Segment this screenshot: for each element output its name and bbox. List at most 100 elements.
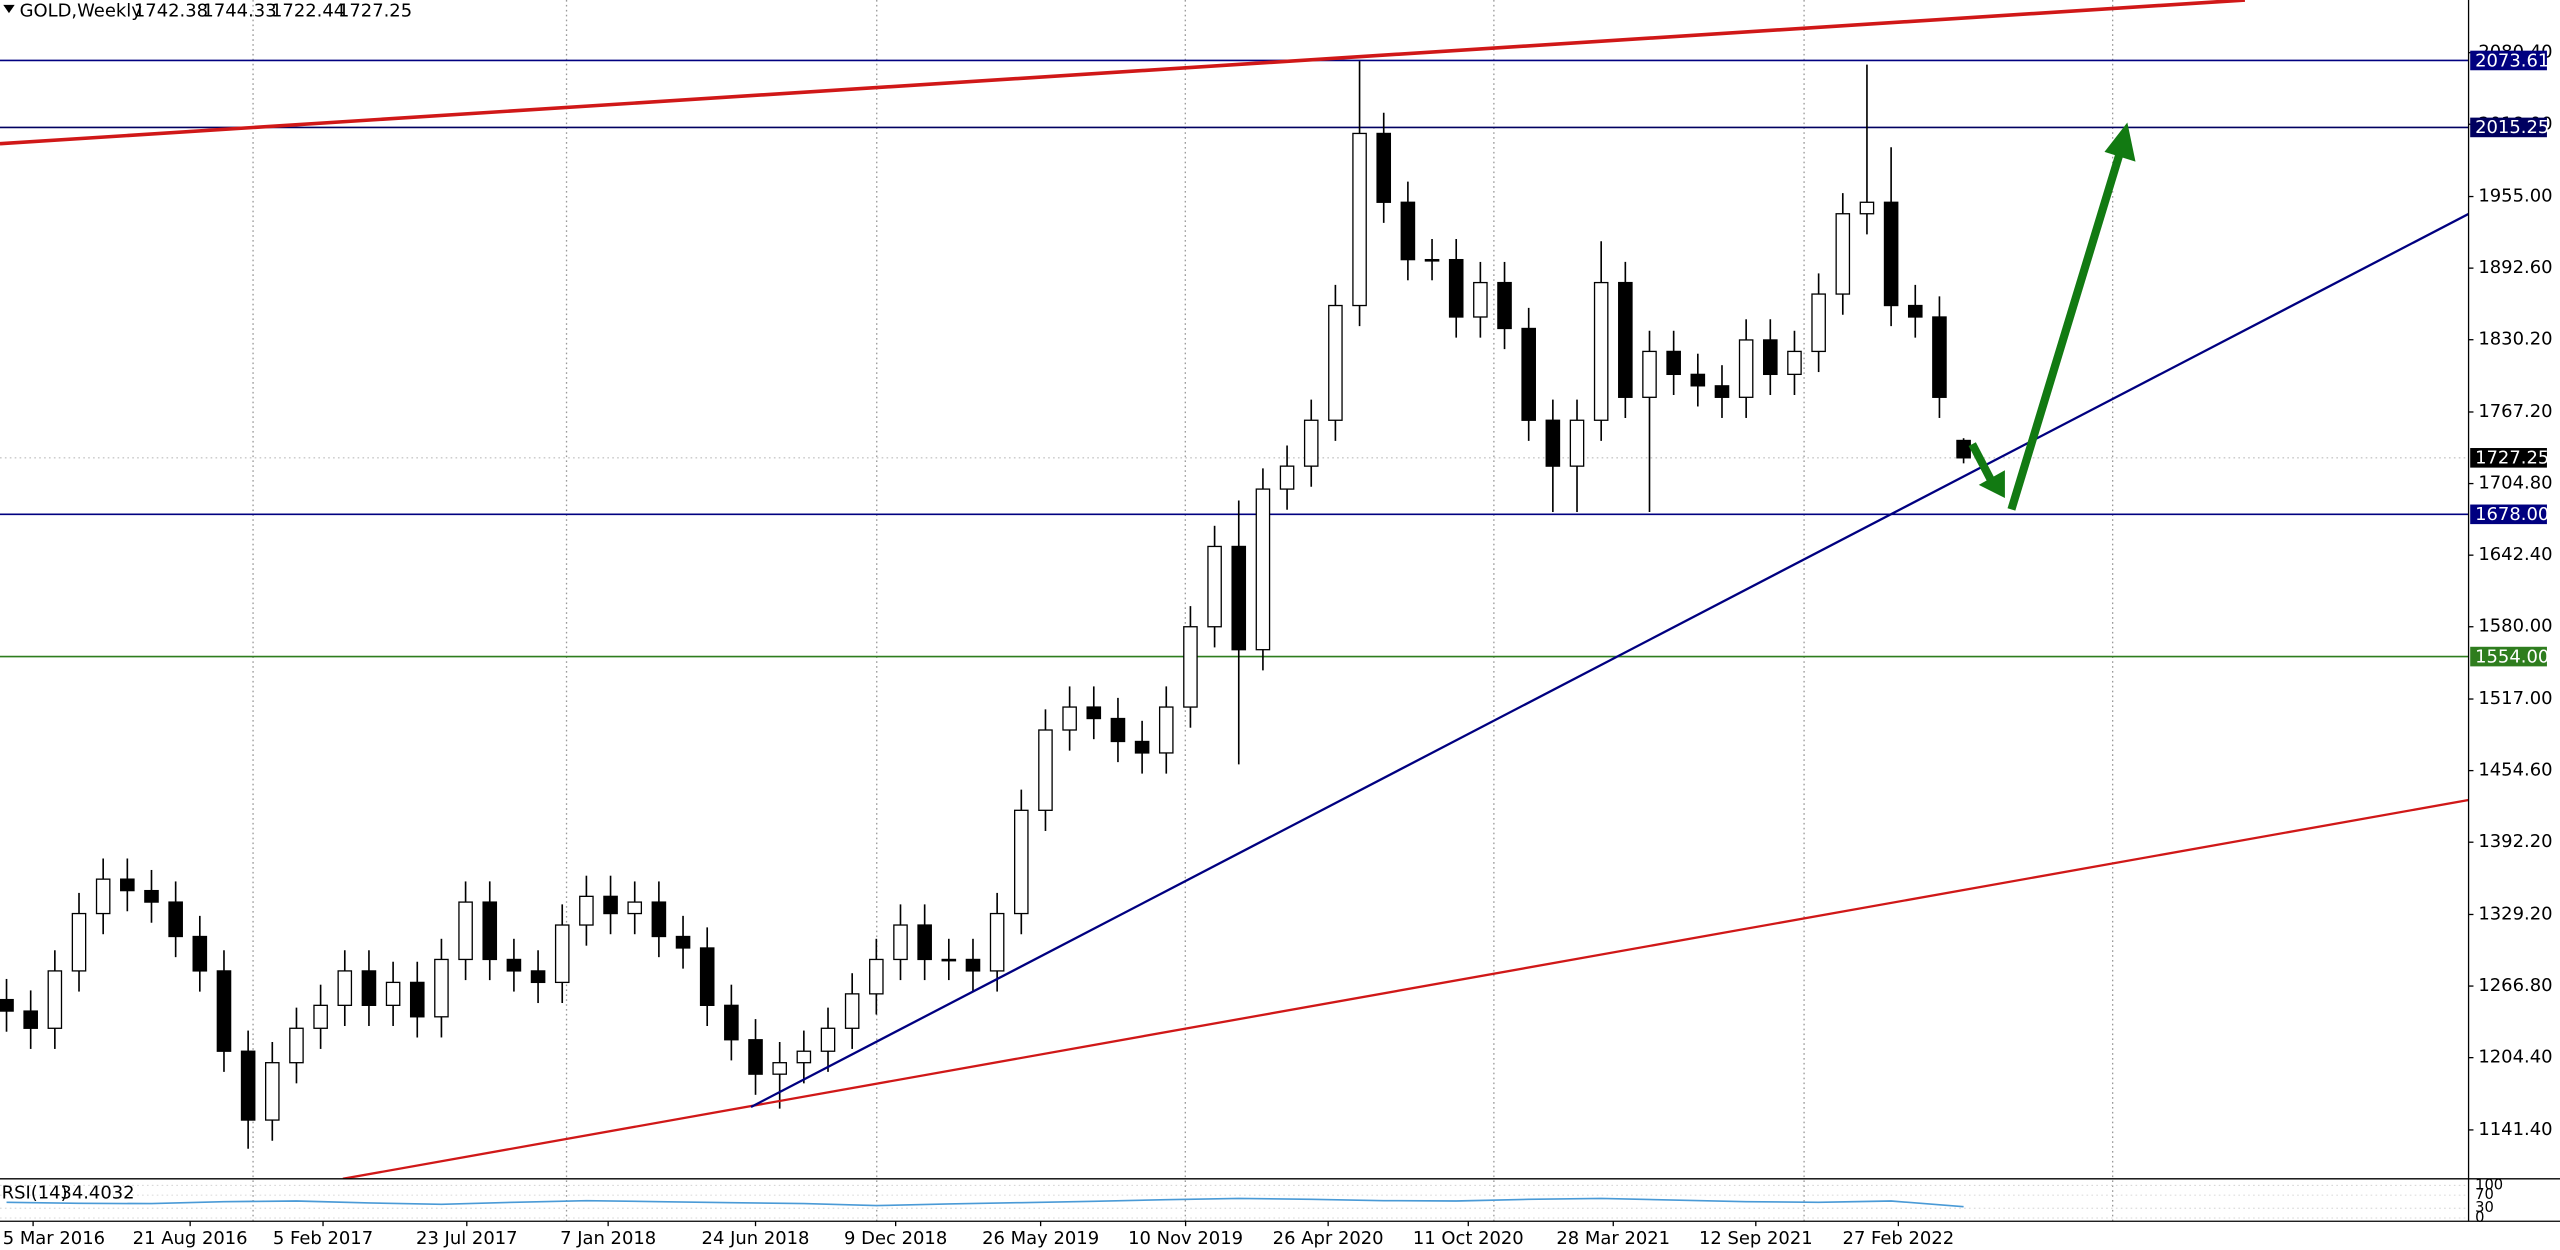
level-label: 1554.00: [2475, 646, 2549, 667]
level-label-bg: [2470, 117, 2547, 138]
candle-body: [651, 901, 667, 938]
candle-body: [1497, 281, 1512, 330]
candle-body: [1448, 258, 1464, 318]
arrow-down-head: [1978, 470, 2005, 498]
level-label: 2015.25: [2475, 117, 2549, 138]
candle-body: [627, 901, 643, 915]
candle-body: [869, 958, 884, 995]
candle-body: [1134, 740, 1150, 754]
candle-body: [216, 970, 232, 1052]
ohlc-high: 1744.33: [202, 0, 276, 21]
candle-body: [1328, 304, 1343, 421]
candle-body: [313, 1004, 328, 1029]
arrow-up: [2007, 153, 2124, 511]
arrow-up-head: [2104, 122, 2136, 162]
candle-body: [458, 901, 473, 961]
x-tick-label: 24 Jun 2018: [702, 1228, 810, 1249]
ohlc-low: 1722.44: [271, 0, 345, 21]
arrow-down: [1968, 442, 1998, 487]
candle-body: [1593, 281, 1609, 421]
candle-body: [1666, 350, 1681, 376]
current-price-label: 1727.25: [2475, 448, 2549, 469]
candle-body: [0, 998, 14, 1012]
level-label-bg: [2470, 504, 2547, 525]
candle-body: [1086, 706, 1102, 720]
candle-body: [385, 981, 401, 1006]
candle-body: [1110, 717, 1126, 743]
rsi-line: [6, 1197, 1964, 1208]
x-tick-label: 10 Nov 2019: [1128, 1228, 1243, 1249]
rsi-tick-label: 30: [2475, 1199, 2494, 1216]
level-label-bg: [2470, 50, 2547, 71]
candle-body: [1521, 327, 1536, 421]
candle-body: [772, 1062, 787, 1075]
candle-body: [1859, 201, 1875, 215]
candle-body: [1352, 132, 1367, 307]
ohlc-close: 1727.25: [338, 0, 412, 21]
vertical-grid: [252, 0, 2114, 1222]
rsi-label: RSI(14): [2, 1182, 68, 1203]
candle-body: [1618, 281, 1633, 398]
y-tick-label: 1830.20: [2478, 329, 2552, 350]
resistance-trendline: [0, 0, 2246, 146]
candle-body: [1255, 488, 1271, 651]
support-trendline: [342, 798, 2469, 1179]
x-tick-label: 27 Feb 2022: [1843, 1228, 1955, 1249]
current-price-bg: [2470, 448, 2547, 468]
x-tick-label: 23 Jul 2017: [416, 1228, 518, 1249]
rsi-value: 34.4032: [60, 1182, 134, 1203]
y-tick-label: 1392.20: [2478, 831, 2552, 852]
candle-body: [95, 878, 111, 915]
price-labels: 2073.61 2015.25 1678.00 1554.00 1727.25: [2470, 50, 2549, 667]
candle-body: [1738, 339, 1754, 398]
candle-body: [917, 924, 932, 961]
candle-body: [724, 1004, 739, 1041]
y-tick-label: 1580.00: [2478, 616, 2552, 637]
candle-body: [265, 1062, 280, 1121]
y-tick-label: 1141.40: [2478, 1119, 2552, 1140]
y-tick-label: 1767.20: [2478, 401, 2552, 422]
candle-body: [289, 1027, 304, 1064]
x-tick-label: 26 Apr 2020: [1273, 1228, 1384, 1249]
candle-body: [603, 895, 618, 915]
x-tick-label: 11 Oct 2020: [1413, 1228, 1524, 1249]
candle-body: [554, 924, 570, 984]
candle-body: [1835, 213, 1851, 295]
y-tick-label: 1892.60: [2478, 257, 2552, 278]
candle-body: [893, 924, 908, 961]
candle-body: [1062, 706, 1077, 731]
y-tick-label: 1266.80: [2478, 975, 2552, 996]
candle-body: [530, 970, 546, 984]
candle-body: [748, 1039, 763, 1075]
candle-body: [434, 958, 449, 1018]
uptrend-line: [750, 212, 2469, 1108]
candle-body: [144, 889, 159, 903]
ohlc-open: 1742.38: [134, 0, 208, 21]
candle-body: [23, 1010, 38, 1029]
y-tick-label: 1642.40: [2478, 544, 2552, 565]
x-tick-label: 12 Sep 2021: [1699, 1228, 1813, 1249]
candle-body: [1158, 706, 1174, 754]
candle-body: [1545, 419, 1561, 467]
candle-body: [71, 912, 87, 972]
candle-body: [820, 1027, 836, 1052]
rsi-tick-label: 100: [2475, 1176, 2503, 1193]
candles: [0, 61, 1971, 1149]
candle-body: [1883, 201, 1899, 307]
candle-body: [1473, 281, 1488, 318]
candle-body: [1690, 373, 1706, 387]
candle-body: [1763, 339, 1778, 376]
candle-body: [1303, 419, 1319, 467]
y-tick-label: 1204.40: [2478, 1047, 2552, 1068]
symbol-title: GOLD,Weekly: [20, 0, 143, 21]
candle-body: [1714, 385, 1730, 398]
candle-body: [337, 970, 353, 1006]
y-tick-label: 1704.80: [2478, 473, 2552, 494]
candle-body: [1231, 545, 1247, 651]
candle-body: [1956, 439, 1971, 459]
candle-body: [361, 970, 377, 1006]
candle-body: [699, 947, 715, 1006]
